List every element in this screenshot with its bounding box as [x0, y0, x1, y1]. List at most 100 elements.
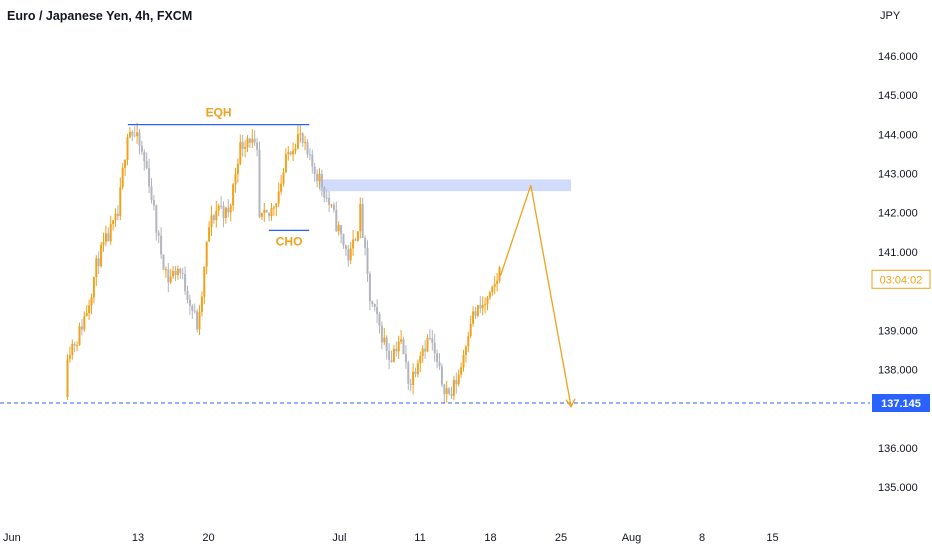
candle-body [143, 151, 146, 162]
candle-body [121, 167, 124, 188]
candle-body [443, 384, 446, 394]
candle-body [452, 380, 455, 396]
candle-body [414, 371, 417, 375]
candle-body [313, 166, 316, 174]
candle-body [440, 366, 443, 385]
candle-body [476, 305, 479, 316]
candle-body [407, 362, 410, 384]
candle-body [426, 337, 429, 352]
candle-body [97, 258, 100, 267]
supply-zone-rect [319, 179, 572, 192]
candle-body [493, 283, 496, 287]
candles [66, 122, 501, 404]
candle-body [424, 348, 427, 352]
candle-body [404, 354, 407, 363]
candle-body [316, 174, 319, 182]
candle-body [112, 220, 115, 224]
candle-body [246, 138, 249, 148]
y-tick-label: 139.000 [878, 325, 918, 337]
candle-body [85, 313, 88, 317]
candle-body [448, 388, 451, 394]
candle-body [215, 210, 218, 221]
candle-body [275, 203, 278, 208]
candle-body [150, 186, 153, 200]
candle-body [208, 227, 211, 242]
y-tick-label: 141.000 [878, 247, 918, 259]
candle-body [431, 338, 434, 343]
candle-body [253, 138, 256, 143]
candle-body [349, 248, 352, 261]
candle-body [244, 147, 247, 149]
candle-body [484, 304, 487, 306]
candle-body [469, 323, 472, 337]
candle-body [217, 205, 220, 211]
candle-body [380, 325, 383, 343]
support-price-text: 137.145 [881, 398, 921, 410]
y-tick-label: 145.000 [878, 90, 918, 102]
candle-body [385, 337, 388, 351]
candle-body [157, 232, 160, 236]
candle-body [378, 314, 381, 326]
candle-body [114, 213, 117, 221]
y-tick-label: 135.000 [878, 482, 918, 494]
candle-body [107, 233, 110, 242]
candle-body [152, 200, 155, 206]
candle-body [402, 339, 405, 355]
chart-title: Euro / Japanese Yen, 4h, FXCM [7, 9, 192, 23]
candle-body [481, 304, 484, 309]
candle-body [368, 274, 371, 302]
candle-body [301, 133, 304, 143]
y-axis: 146.000 145.000 144.000 143.000 142.000 141.0… [878, 51, 918, 494]
candle-body [337, 225, 340, 232]
candle-body [138, 132, 141, 146]
candle-body [464, 346, 467, 355]
candle-body [467, 336, 470, 347]
candle-body [136, 132, 139, 137]
candle-body [284, 154, 287, 173]
candle-body [232, 184, 235, 206]
candle-body [342, 234, 345, 246]
candle-body [193, 310, 196, 312]
candle-body [167, 269, 170, 283]
candle-body [256, 142, 259, 150]
candle-body [133, 135, 136, 137]
candle-body [296, 134, 299, 149]
candle-body [277, 191, 280, 204]
candle-body [126, 137, 129, 160]
candle-body [268, 212, 271, 217]
candle-body [330, 204, 333, 206]
candle-body [128, 131, 131, 138]
candle-body [496, 280, 499, 284]
candle-body [287, 152, 290, 155]
candle-body [344, 245, 347, 250]
candle-body [248, 138, 251, 143]
candle-body [460, 367, 463, 375]
candle-body [200, 296, 203, 312]
candle-body [83, 316, 86, 330]
arrow-head-icon [565, 398, 576, 408]
annotations: EQH CHO [0, 106, 870, 408]
candle-body [433, 343, 436, 354]
candle-body [241, 142, 244, 149]
candle-body [397, 341, 400, 352]
candle-body [488, 292, 491, 298]
candle-body [354, 239, 357, 241]
candle-body [184, 274, 187, 292]
x-tick-label: 13 [132, 532, 144, 544]
candle-body [203, 266, 206, 297]
price-badges: 03:04:02 137.145 [871, 269, 931, 412]
candle-body [90, 297, 93, 306]
candle-body [328, 197, 331, 205]
candle-body [222, 206, 225, 218]
candle-body [436, 353, 439, 363]
candle-body [299, 133, 302, 135]
candle-body [462, 355, 465, 368]
candle-body [116, 213, 119, 217]
candle-body [176, 268, 179, 275]
candle-body [306, 142, 309, 155]
candle-body [395, 348, 398, 352]
candle-body [292, 150, 295, 155]
candle-body [239, 142, 242, 164]
candle-body [392, 348, 395, 362]
